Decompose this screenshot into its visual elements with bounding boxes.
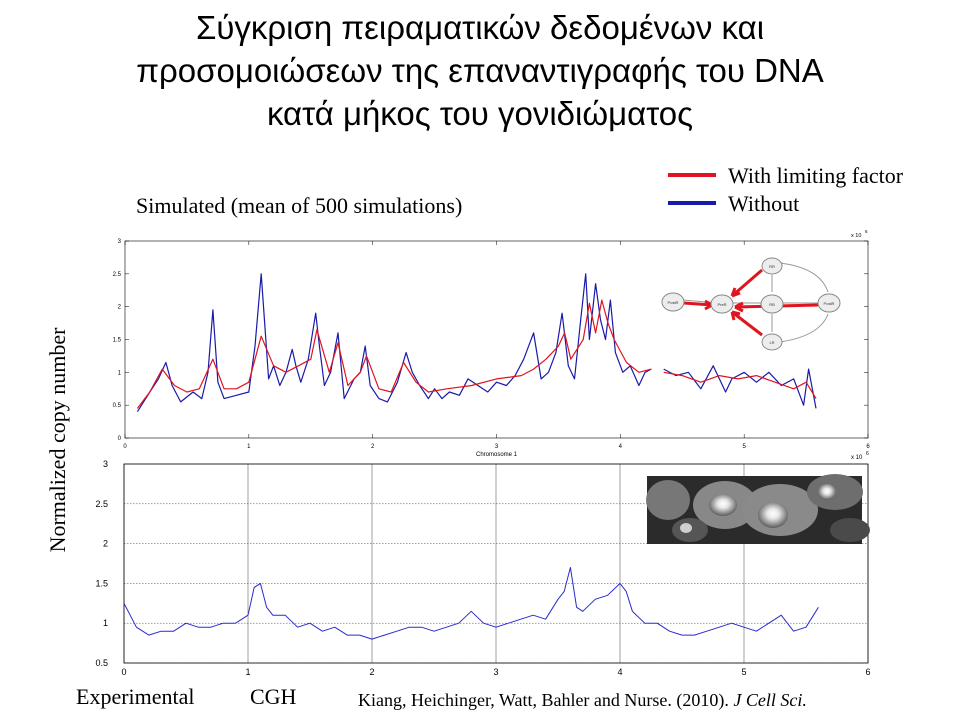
diagram-edge: [779, 313, 829, 343]
y-tick-label: 0.5: [113, 403, 122, 409]
x-tick-label: 5: [741, 667, 746, 677]
x-multiplier-exponent: 6: [865, 229, 868, 234]
y-tick-label: 2: [103, 539, 108, 549]
experimental-chart: 0 1 2 3 4 5 60.511.522.53x 106: [95, 451, 870, 677]
diagram-node: [710, 294, 734, 314]
diagram-red-arrowhead: [730, 287, 741, 298]
legend-label-without: Without: [728, 191, 800, 216]
diagram-red-arrowhead: [734, 301, 744, 313]
series-line-without: [663, 365, 817, 409]
diagram-node: [761, 333, 783, 351]
title-line-2: προσομοιώσεων της επαναντιγραφής του DNA: [136, 52, 824, 89]
x-tick-label: 3: [495, 444, 499, 450]
y-tick-label: 0.5: [95, 658, 108, 668]
diagram-node-label: RB: [769, 302, 775, 307]
y-tick-label: 1.5: [113, 338, 122, 344]
y-tick-label: 2: [118, 305, 122, 311]
y-tick-label: 0: [118, 436, 122, 442]
x-tick-label: 6: [866, 444, 870, 450]
citation-text: Kiang, Heichinger, Watt, Bahler and Nurs…: [358, 690, 729, 710]
cgh-label: CGH: [250, 684, 297, 709]
legend-label-limiting: With limiting factor: [728, 163, 904, 188]
diagram-node-label: RR: [769, 264, 775, 269]
x-axis-label: Chromosome 1: [476, 452, 518, 458]
cell-nucleus: [709, 494, 737, 516]
diagram-node-label: PostR: [668, 300, 679, 305]
x-tick-label: 5: [742, 444, 746, 450]
diagram-red-arrow: [731, 310, 763, 337]
x-tick-label: 6: [865, 667, 870, 677]
cell-nucleus: [758, 502, 788, 528]
y-tick-label: 3: [103, 459, 108, 469]
diagram-node-label: PreR: [717, 302, 726, 307]
diagram-node: [661, 292, 685, 312]
x-tick-label: 0: [123, 444, 127, 450]
x-tick-label: 2: [371, 444, 375, 450]
y-tick-label: 1: [103, 618, 108, 628]
slide-title: Σύγκριση πειραματικών δεδομένων και προσ…: [40, 6, 920, 135]
series-line-limiting: [136, 299, 652, 409]
diagram-node-label: PostR: [824, 301, 835, 306]
series-line-without: [136, 273, 652, 413]
diagram-red-arrowhead: [730, 310, 741, 321]
diagram-node: [761, 257, 783, 275]
diagram-node: [760, 294, 784, 314]
experimental-label: Experimental: [76, 684, 195, 709]
x-multiplier-label: x 10: [851, 233, 861, 239]
simulated-label: Simulated (mean of 500 simulations): [136, 193, 463, 218]
diagram-node: [817, 293, 841, 313]
diagram-node-label: LR: [769, 340, 774, 345]
citation-journal: J Cell Sci.: [733, 690, 807, 710]
x-tick-label: 0: [121, 667, 126, 677]
replication-model-diagram: PostR PreR RB PostR RR LR: [660, 252, 850, 360]
x-tick-label: 3: [493, 667, 498, 677]
cell-shape: [646, 480, 690, 520]
title-line-1: Σύγκριση πειραματικών δεδομένων και: [195, 9, 765, 46]
series-line-limiting: [663, 371, 817, 399]
cell-nucleus: [680, 523, 692, 533]
diagram-red-arrow: [731, 268, 763, 298]
x-multiplier-exponent: 6: [866, 451, 869, 457]
plot-frame: [123, 463, 869, 664]
cell-nucleus: [818, 484, 836, 500]
title-line-3: κατά μήκος του γονιδιώματος: [266, 95, 694, 132]
x-tick-label: 4: [617, 667, 622, 677]
y-tick-label: 2.5: [113, 272, 122, 278]
cell-shape: [830, 518, 870, 542]
x-multiplier-label: x 10: [851, 455, 863, 461]
microscopy-image: [646, 474, 870, 544]
x-tick-label: 1: [245, 667, 250, 677]
y-tick-label: 1.5: [95, 578, 108, 588]
legend-swatch-blue: [668, 201, 716, 205]
citation: Kiang, Heichinger, Watt, Bahler and Nurs…: [358, 690, 807, 711]
x-tick-label: 4: [619, 444, 623, 450]
x-tick-label: 1: [247, 444, 251, 450]
x-tick-label: 2: [369, 667, 374, 677]
y-tick-label: 1: [118, 370, 122, 376]
series-line-cgh: [123, 567, 819, 640]
diagram-edge: [779, 262, 829, 293]
diagram-red-arrow: [683, 301, 713, 307]
y-tick-label: 2.5: [95, 499, 108, 509]
legend-swatch-red: [668, 173, 716, 177]
y-tick-label: 3: [118, 239, 122, 245]
